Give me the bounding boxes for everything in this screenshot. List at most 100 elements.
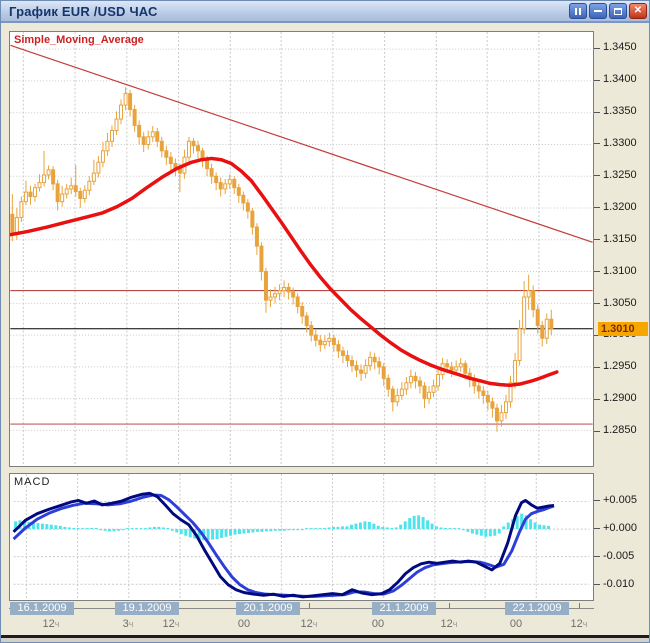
candle-body	[51, 169, 56, 185]
candle-body	[137, 124, 142, 138]
candle-body	[544, 318, 549, 339]
candle-body	[304, 315, 309, 327]
candle-body	[431, 385, 436, 393]
candle-body	[476, 385, 481, 392]
macd-tick	[594, 556, 600, 558]
candle-body	[368, 356, 373, 367]
candle-body	[23, 191, 28, 203]
macd-tick	[594, 500, 600, 502]
candle-body	[42, 174, 47, 184]
price-tick	[594, 271, 600, 273]
candle-body	[128, 93, 133, 111]
candle-body	[273, 293, 278, 298]
candle-body	[481, 390, 486, 396]
time-tick-label: 3ч	[122, 618, 134, 630]
candle-body	[526, 290, 531, 298]
candle-body	[254, 226, 259, 247]
candle-body	[209, 168, 214, 177]
candle-body	[300, 306, 305, 317]
time-tick-label: 12ч	[570, 618, 588, 630]
candle-body	[463, 363, 468, 374]
price-tick-label: 1.2850	[603, 424, 637, 437]
time-tick-label: 12ч	[42, 618, 60, 630]
candle-body	[390, 388, 395, 403]
maximize-button[interactable]	[609, 3, 627, 19]
candle-body	[449, 366, 454, 371]
candle-body	[232, 178, 237, 189]
close-button[interactable]: ✕	[629, 3, 647, 19]
candle-body	[504, 401, 508, 414]
time-tick	[579, 603, 580, 608]
candle-body	[436, 374, 441, 387]
candle-body	[159, 140, 164, 152]
candle-body	[417, 380, 422, 387]
candle-body	[32, 187, 37, 198]
candle-body	[549, 318, 554, 330]
candle-body	[513, 360, 518, 384]
candle-body	[73, 185, 78, 192]
candle-body	[69, 185, 74, 190]
candle-body	[531, 290, 536, 311]
candle-body	[205, 159, 210, 170]
candle-body	[540, 325, 545, 339]
candle-body	[381, 366, 386, 379]
macd-tick-label: +0.005	[603, 493, 637, 506]
close-icon: ✕	[633, 5, 643, 16]
candle-body	[105, 140, 110, 152]
price-tick-label: 1.3200	[603, 200, 637, 213]
price-tick	[594, 47, 600, 49]
price-tick	[594, 79, 600, 81]
price-tick-label: 1.3100	[603, 264, 637, 277]
candle-body	[318, 339, 323, 346]
candle-body	[445, 363, 450, 368]
sma-line	[10, 156, 559, 388]
price-tick	[594, 207, 600, 209]
candle-body	[313, 334, 318, 341]
candle-body	[399, 388, 404, 396]
candle-body	[150, 131, 155, 138]
candle-body	[282, 286, 287, 292]
time-tick-label: 00	[509, 618, 523, 630]
candle-body	[132, 109, 137, 126]
price-tick-label: 1.2900	[603, 392, 637, 405]
candle-body	[286, 286, 291, 293]
minimize-button[interactable]	[589, 3, 607, 19]
macd-histogram	[14, 513, 551, 541]
candle-body	[82, 189, 87, 199]
macd-tick	[594, 528, 600, 530]
candle-body	[227, 178, 232, 185]
candle-body	[186, 140, 191, 158]
pause-button[interactable]	[569, 3, 587, 19]
macd-tick-label: -0.010	[603, 577, 635, 590]
time-tick-label: 00	[371, 618, 385, 630]
candle-body	[309, 325, 314, 336]
candle-body	[14, 217, 19, 234]
candle-body	[331, 337, 336, 346]
candle-body	[458, 363, 463, 368]
candle-body	[508, 382, 513, 403]
candle-body	[64, 188, 69, 195]
candle-body	[322, 340, 327, 346]
macd-canvas[interactable]	[9, 473, 594, 601]
bottom-strip	[1, 638, 649, 642]
candle-body	[340, 350, 345, 356]
candle-body	[535, 309, 540, 327]
price-tick-label: 1.3050	[603, 296, 637, 309]
price-tick-label: 1.3150	[603, 232, 637, 245]
candle-body	[250, 210, 255, 228]
candle-body	[114, 118, 119, 131]
candle-body	[60, 193, 65, 203]
candle-body	[408, 375, 413, 384]
main-chart-canvas[interactable]	[9, 31, 594, 467]
titlebar: График EUR /USD ЧАС ✕	[1, 1, 649, 23]
macd-tick-label: -0.005	[603, 549, 635, 562]
candle-body	[109, 129, 114, 142]
time-tick-label: 00	[237, 618, 251, 630]
candle-body	[336, 344, 341, 352]
candle-body	[327, 337, 332, 342]
price-tick	[594, 143, 600, 145]
price-tick-label: 1.2950	[603, 360, 637, 373]
candle-body	[100, 150, 105, 163]
candle-body	[218, 182, 223, 190]
candle-body	[168, 156, 173, 165]
